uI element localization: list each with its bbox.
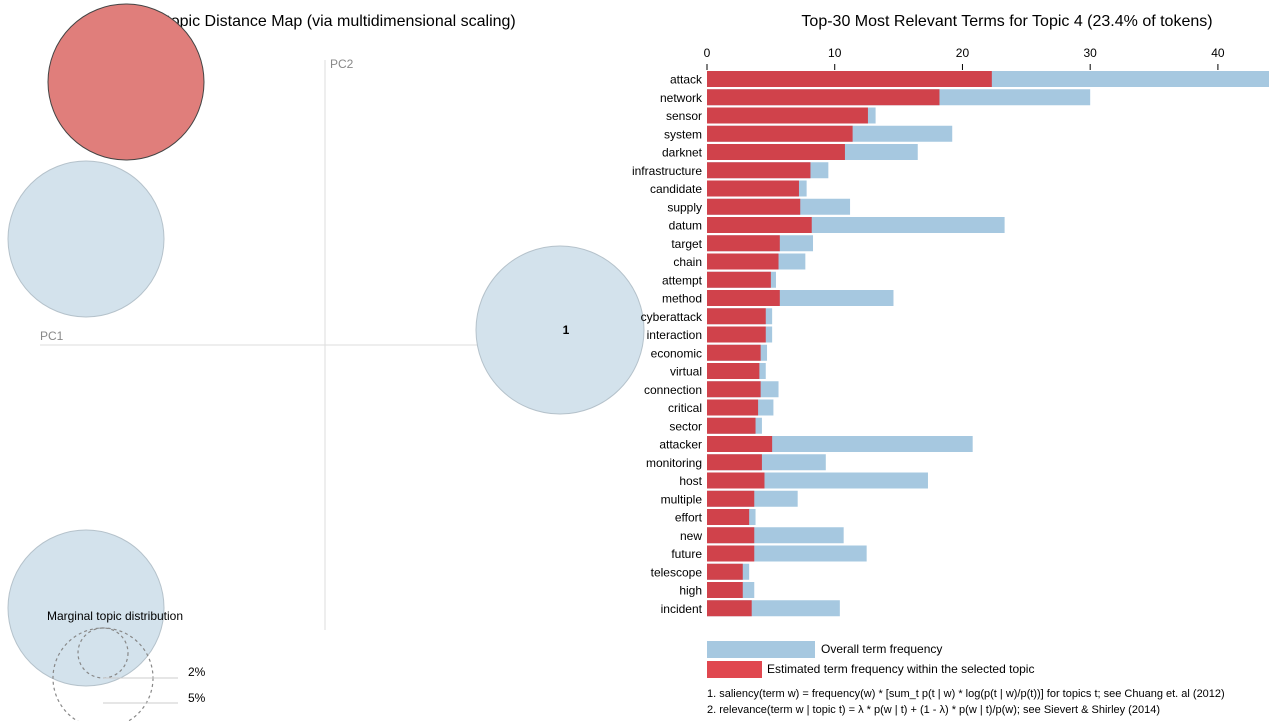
bar-estimated-candidate[interactable]: [707, 180, 799, 197]
term-label-attempt[interactable]: attempt: [662, 273, 703, 287]
bar-estimated-darknet[interactable]: [707, 144, 845, 160]
term-label-connection[interactable]: connection: [644, 383, 702, 397]
x-tick-label: 20: [956, 46, 970, 60]
legend-estimated-label: Estimated term frequency within the sele…: [767, 662, 1034, 676]
topic-circle[interactable]: [7, 160, 165, 318]
bar-legend: Overall term frequency Estimated term fr…: [707, 641, 1034, 678]
marginal-title: Marginal topic distribution: [47, 609, 183, 623]
bar-estimated-attacker[interactable]: [707, 436, 773, 452]
relevant-terms-panel: Top-30 Most Relevant Terms for Topic 4 (…: [632, 13, 1269, 716]
term-label-darknet[interactable]: darknet: [662, 146, 703, 160]
pc1-label: PC1: [40, 329, 64, 343]
term-label-cyberattack[interactable]: cyberattack: [641, 310, 703, 324]
term-label-system[interactable]: system: [664, 127, 702, 141]
bar-chart-title: Top-30 Most Relevant Terms for Topic 4 (…: [801, 13, 1212, 30]
bar-estimated-virtual[interactable]: [707, 363, 760, 379]
bar-estimated-supply[interactable]: [707, 198, 801, 215]
term-label-host[interactable]: host: [679, 474, 702, 488]
term-bars: attack network sensor system darknet infrastr…: [632, 71, 1269, 617]
legend-estimated-swatch: [707, 661, 762, 678]
topic-circle[interactable]: [7, 529, 165, 687]
marginal-label-2pct: 2%: [188, 665, 206, 679]
bar-estimated-system[interactable]: [707, 125, 853, 142]
term-label-virtual[interactable]: virtual: [670, 365, 702, 379]
term-label-sector[interactable]: sector: [669, 419, 702, 433]
term-label-method[interactable]: method: [662, 292, 702, 306]
term-label-critical[interactable]: critical: [668, 401, 702, 415]
bar-estimated-attempt[interactable]: [707, 271, 771, 288]
x-axis-ticks: 0 10 20 30 40: [704, 46, 1225, 70]
bar-estimated-economic[interactable]: [707, 344, 761, 361]
term-label-target[interactable]: target: [671, 237, 702, 251]
bar-estimated-host[interactable]: [707, 472, 765, 489]
bar-estimated-multiple[interactable]: [707, 490, 755, 507]
term-label-attacker[interactable]: attacker: [659, 438, 702, 452]
bar-estimated-cyberattack[interactable]: [707, 308, 766, 325]
legend-overall-swatch: [707, 641, 815, 658]
bar-estimated-network[interactable]: [707, 89, 940, 106]
legend-overall-label: Overall term frequency: [821, 642, 942, 656]
intertopic-map-panel: Intertopic Distance Map (via multidimens…: [7, 3, 645, 721]
bar-estimated-attack[interactable]: [707, 71, 992, 87]
footnote-saliency: 1. saliency(term w) = frequency(w) * [su…: [707, 688, 1225, 700]
term-label-effort[interactable]: effort: [675, 511, 703, 525]
bar-estimated-infrastructure[interactable]: [707, 162, 811, 179]
term-label-economic[interactable]: economic: [651, 346, 702, 360]
bar-estimated-telescope[interactable]: [707, 563, 743, 580]
bar-overall-attacker[interactable]: [707, 436, 973, 452]
map-title: Intertopic Distance Map (via multidimens…: [134, 13, 516, 30]
term-label-monitoring[interactable]: monitoring: [646, 456, 702, 470]
bar-estimated-sensor[interactable]: [707, 107, 868, 124]
bar-estimated-chain[interactable]: [707, 253, 779, 270]
bar-estimated-connection[interactable]: [707, 381, 761, 398]
topic-circle-selected[interactable]: [47, 3, 205, 161]
term-label-future[interactable]: future: [671, 547, 702, 561]
bar-estimated-target[interactable]: [707, 235, 780, 252]
term-label-chain[interactable]: chain: [673, 255, 702, 269]
pc2-label: PC2: [330, 57, 354, 71]
bar-estimated-sector[interactable]: [707, 417, 756, 434]
term-label-datum[interactable]: datum: [669, 219, 702, 233]
term-label-sensor[interactable]: sensor: [666, 109, 702, 123]
term-label-incident[interactable]: incident: [661, 602, 703, 616]
x-tick-label: 40: [1211, 46, 1225, 60]
term-label-telescope[interactable]: telescope: [651, 565, 703, 579]
x-tick-label: 10: [828, 46, 842, 60]
bar-estimated-incident[interactable]: [707, 600, 752, 617]
term-label-supply[interactable]: supply: [667, 200, 702, 214]
bar-estimated-new[interactable]: [707, 527, 755, 544]
term-label-high[interactable]: high: [679, 584, 702, 598]
bar-estimated-effort[interactable]: [707, 509, 750, 525]
x-tick-label: 30: [1084, 46, 1098, 60]
footnote-relevance: 2. relevance(term w | topic t) = λ * p(w…: [707, 704, 1160, 716]
marginal-label-5pct: 5%: [188, 691, 206, 705]
bar-estimated-interaction[interactable]: [707, 326, 766, 343]
bar-estimated-datum[interactable]: [707, 217, 812, 233]
marginal-distribution-legend: Marginal topic distribution 2% 5%: [47, 609, 206, 721]
term-label-attack[interactable]: attack: [670, 73, 703, 87]
term-label-network[interactable]: network: [660, 91, 703, 105]
term-label-infrastructure[interactable]: infrastructure: [632, 164, 702, 178]
x-tick-label: 0: [704, 46, 711, 60]
bar-estimated-monitoring[interactable]: [707, 454, 762, 471]
term-label-multiple[interactable]: multiple: [661, 492, 703, 506]
bar-estimated-high[interactable]: [707, 582, 743, 598]
bar-estimated-method[interactable]: [707, 290, 780, 306]
marginal-circle-small: [77, 627, 129, 679]
topic-number-label: 1: [563, 323, 570, 337]
term-label-new[interactable]: new: [680, 529, 702, 543]
term-label-candidate[interactable]: candidate: [650, 182, 702, 196]
bar-estimated-future[interactable]: [707, 545, 755, 562]
bar-estimated-critical[interactable]: [707, 399, 759, 416]
topic-circle[interactable]: [475, 245, 645, 415]
term-label-interaction[interactable]: interaction: [647, 328, 702, 342]
